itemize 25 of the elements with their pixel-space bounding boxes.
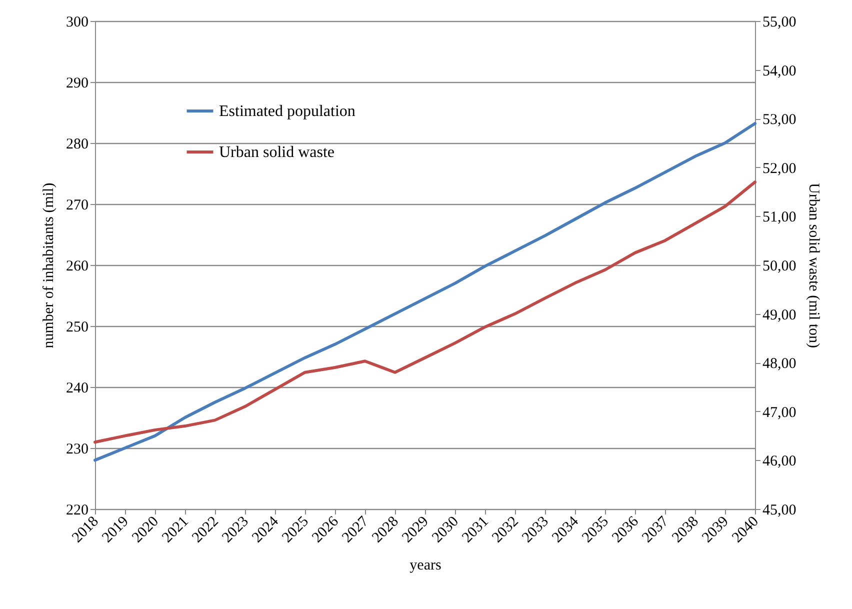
y-tick-label: 300	[66, 14, 88, 30]
y2-tick-label: 54,00	[762, 63, 796, 80]
y2-tick-label: 45,00	[762, 502, 796, 518]
y-tick-label: 270	[66, 198, 88, 214]
legend-label: Estimated population	[219, 103, 356, 120]
y2-tick-label: 48,00	[762, 356, 796, 372]
y-tick-label: 220	[66, 502, 88, 518]
y2-tick-label: 47,00	[762, 404, 796, 421]
y-tick-label: 240	[66, 380, 88, 396]
y2-axis-title: Urban solid waste (mil ton)	[805, 183, 822, 348]
y2-tick-label: 50,00	[762, 258, 796, 274]
y-tick-label: 280	[66, 136, 88, 152]
y2-tick-label: 52,00	[762, 160, 796, 177]
legend-label: Urban solid waste	[219, 144, 335, 161]
y2-tick-label: 55,00	[762, 14, 796, 30]
y2-tick-label: 49,00	[762, 307, 796, 324]
y-tick-label: 250	[66, 320, 88, 336]
y-tick-label: 290	[66, 76, 88, 92]
y-axis-title: number of inhabitants (mil)	[41, 182, 57, 348]
y-tick-label: 230	[66, 442, 88, 458]
y2-tick-label: 51,00	[762, 210, 796, 226]
x-axis-title: years	[410, 557, 442, 574]
y-tick-label: 260	[66, 258, 88, 274]
y2-tick-label: 53,00	[762, 112, 796, 128]
y2-tick-label: 46,00	[762, 454, 796, 470]
